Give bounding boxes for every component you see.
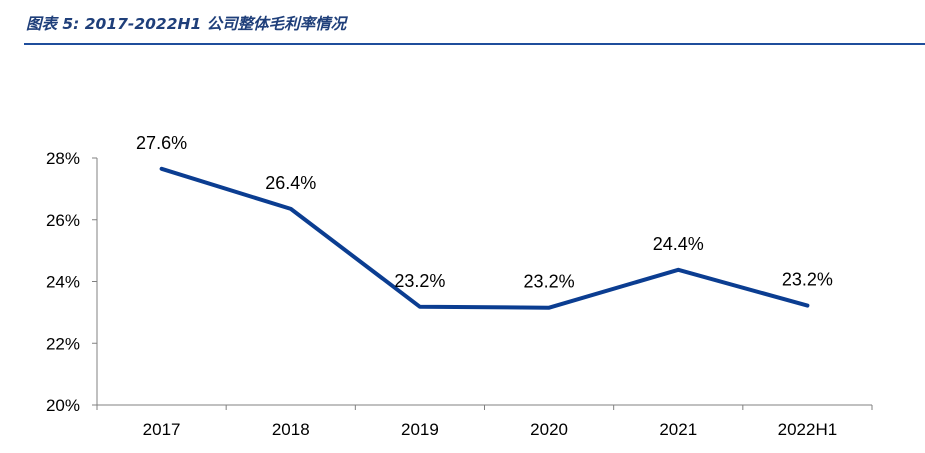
- y-tick-label: 28%: [46, 149, 80, 168]
- x-tick-label: 2021: [659, 420, 697, 439]
- data-point: [160, 167, 163, 170]
- data-point: [289, 207, 292, 210]
- series-line: [159, 166, 810, 310]
- data-label: 26.4%: [265, 173, 316, 193]
- y-tick-label: 20%: [46, 396, 80, 415]
- data-point: [806, 304, 809, 307]
- title-underline-rule: [24, 43, 925, 45]
- x-axis: 2017 2018 2019 2020 2021 2022H1: [96, 404, 873, 439]
- figure-header: 图表 5: 2017-2022H1 公司整体毛利率情况: [0, 0, 925, 48]
- y-tick-label: 26%: [46, 211, 80, 230]
- x-tick-label: 2022H1: [778, 420, 838, 439]
- y-tick-label: 22%: [46, 334, 80, 353]
- x-tick-label: 2017: [143, 420, 181, 439]
- data-labels: 27.6% 26.4% 23.2% 23.2% 24.4% 23.2%: [136, 133, 833, 292]
- data-point: [418, 305, 421, 308]
- y-axis: 20% 22% 24% 26% 28%: [46, 149, 98, 415]
- data-point: [548, 306, 551, 309]
- data-label: 24.4%: [653, 234, 704, 254]
- data-point: [677, 268, 680, 271]
- x-tick-label: 2019: [401, 420, 439, 439]
- series-gross-margin: [159, 166, 810, 310]
- y-tick-label: 24%: [46, 273, 80, 292]
- x-tick-label: 2018: [272, 420, 310, 439]
- x-tick-label: 2020: [530, 420, 568, 439]
- data-label: 27.6%: [136, 133, 187, 153]
- data-label: 23.2%: [782, 270, 833, 290]
- data-label: 23.2%: [524, 272, 575, 292]
- data-label: 23.2%: [394, 271, 445, 291]
- figure-title: 图表 5: 2017-2022H1 公司整体毛利率情况: [26, 15, 347, 33]
